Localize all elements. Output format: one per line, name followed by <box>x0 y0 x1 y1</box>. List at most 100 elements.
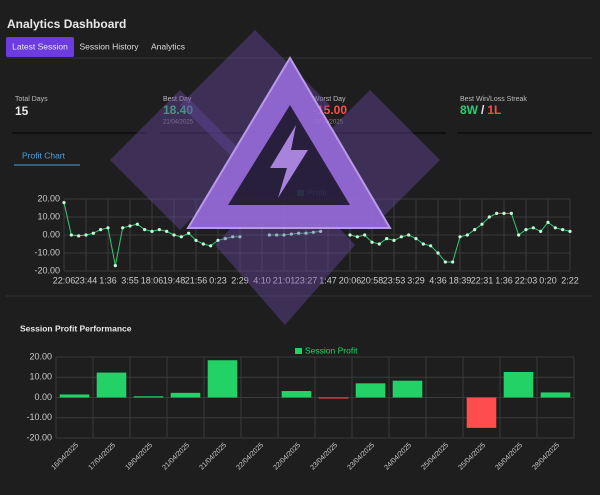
x-tick-label: 3:55 <box>121 275 139 285</box>
point <box>568 229 572 233</box>
point <box>495 211 499 215</box>
y-tick-label: 20.00 <box>29 351 52 361</box>
y-tick-label: -10.00 <box>26 412 52 422</box>
point <box>546 220 550 224</box>
x-tick-label: 2:22 <box>561 275 579 285</box>
point <box>150 229 154 233</box>
stat-value: 15 <box>15 104 29 118</box>
point <box>443 260 447 264</box>
point <box>473 228 477 232</box>
point <box>399 235 403 239</box>
bar <box>355 383 386 398</box>
point <box>348 233 352 237</box>
point <box>539 229 543 233</box>
x-tick-label: 3:29 <box>407 275 425 285</box>
stat-label: Worst Day <box>313 96 346 103</box>
stat-label: Best Win/Loss Streak <box>460 96 527 103</box>
x-tick-label: 22:03 <box>515 275 538 285</box>
point <box>201 242 205 246</box>
bar <box>96 372 127 398</box>
point <box>267 233 271 237</box>
tab[interactable]: Session History <box>79 41 139 51</box>
x-tick-label: 22:06 <box>53 275 76 285</box>
point <box>436 251 440 255</box>
point <box>135 222 139 226</box>
stat-date: 21/04/2025 <box>163 120 194 126</box>
point <box>216 238 220 242</box>
tab[interactable]: Analytics <box>151 41 185 51</box>
y-tick-label: -20.00 <box>34 265 60 275</box>
point <box>69 233 73 237</box>
point <box>99 228 103 232</box>
tab[interactable]: Latest Session <box>12 41 68 51</box>
point <box>480 222 484 226</box>
point <box>370 240 374 244</box>
streak-separator: / <box>481 103 485 117</box>
point <box>363 233 367 237</box>
bar <box>133 396 164 398</box>
stat-value: 18.40 <box>163 103 193 117</box>
point <box>194 238 198 242</box>
point <box>561 228 565 232</box>
point <box>487 215 491 219</box>
point <box>385 237 389 241</box>
point <box>165 229 169 233</box>
legend-label: Profit <box>307 187 327 197</box>
chart-tab[interactable]: Profit Chart <box>22 150 66 160</box>
x-tick-label: 22:31 <box>471 275 494 285</box>
point <box>172 233 176 237</box>
legend-swatch <box>297 190 304 196</box>
point <box>458 235 462 239</box>
point <box>517 233 521 237</box>
x-tick-label: 4:10 <box>253 275 271 285</box>
streak-wins: 8W <box>460 103 479 117</box>
bar <box>318 397 349 399</box>
streak: 8W/1L <box>460 103 501 117</box>
point <box>231 235 235 239</box>
point <box>289 232 293 236</box>
point <box>106 226 110 230</box>
active-tab-bg[interactable] <box>6 37 74 57</box>
x-tick-label: 0:23 <box>209 275 227 285</box>
stat-label: Best Day <box>163 96 192 103</box>
point <box>238 235 242 239</box>
point <box>429 244 433 248</box>
x-tick-label: 21:56 <box>185 275 208 285</box>
point <box>502 211 506 215</box>
point <box>407 233 411 237</box>
point <box>421 242 425 246</box>
point <box>113 264 117 268</box>
point <box>297 231 301 235</box>
point <box>311 230 315 234</box>
bar <box>170 392 201 398</box>
y-tick-label: 0.00 <box>42 229 60 239</box>
bar <box>540 392 571 398</box>
point <box>355 235 359 239</box>
point <box>451 260 455 264</box>
point <box>187 231 191 235</box>
x-tick-label: 1:36 <box>99 275 117 285</box>
point <box>62 201 66 205</box>
x-tick-label: 23:44 <box>75 275 98 285</box>
point <box>209 244 213 248</box>
point <box>392 238 396 242</box>
x-tick-label: 18:39 <box>449 275 472 285</box>
x-tick-label: 18:06 <box>141 275 164 285</box>
point <box>304 231 308 235</box>
y-tick-label: 10.00 <box>29 372 52 382</box>
legend-swatch <box>295 348 302 354</box>
point <box>84 233 88 237</box>
point <box>275 233 279 237</box>
point <box>91 231 95 235</box>
bar <box>503 371 534 398</box>
y-tick-label: 10.00 <box>37 211 60 221</box>
point <box>157 228 161 232</box>
legend-label: Session Profit <box>305 345 358 355</box>
x-tick-label: 2:29 <box>231 275 249 285</box>
point <box>223 237 227 241</box>
stat-value: -15.00 <box>313 103 347 117</box>
point <box>121 226 125 230</box>
point <box>531 226 535 230</box>
